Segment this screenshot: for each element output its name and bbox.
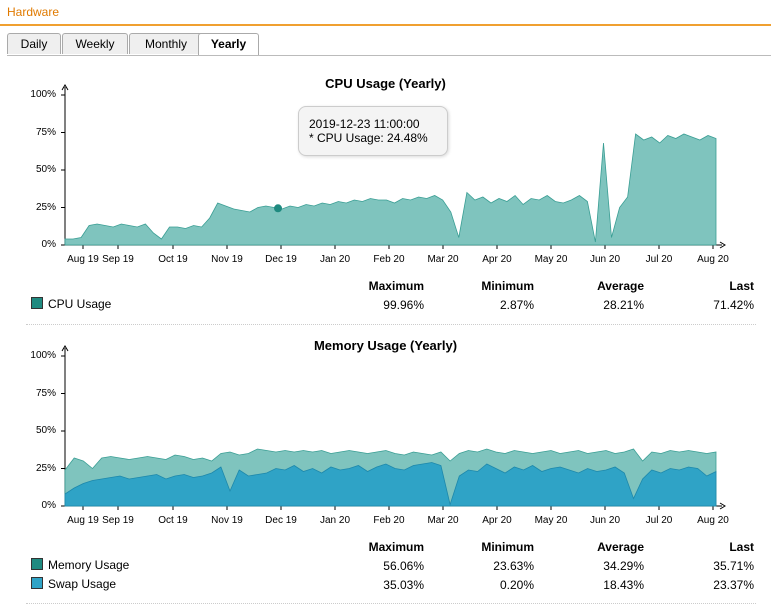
mem-x-tick-label: Mar 20 [427,515,459,526]
cpu-tooltip: 2019-12-23 11:00:00 * CPU Usage: 24.48% [298,106,448,156]
swap-last: 23.37% [713,578,754,592]
tab-weekly[interactable]: Weekly [62,33,128,54]
mem-x-tick-label: Apr 20 [482,515,512,526]
tab-monthly[interactable]: Monthly [129,33,203,54]
mem-x-tick-label: Aug 20 [697,515,729,526]
cpu-avg: 28.21% [603,298,644,312]
cpu-stat-head-last: Last [729,279,754,293]
cpu-x-tick-label: Feb 20 [373,254,405,265]
mem-x-tick-label: Aug 19 [67,515,99,526]
swap-max: 35.03% [383,578,424,592]
cpu-x-tick-label: Jan 20 [319,254,351,265]
mem-x-tick-label: Sep 19 [102,515,134,526]
mem-x-tick-label: Jul 20 [645,515,673,526]
legend-memory-usage[interactable]: Memory Usage [31,558,129,572]
legend-label-memory: Memory Usage [48,558,130,572]
cpu-chart-title: CPU Usage (Yearly) [325,76,446,91]
tooltip-time: 2019-12-23 11:00:00 [309,117,420,131]
tab-yearly[interactable]: Yearly [198,33,259,55]
cpu-x-tick-label: Jul 20 [645,254,673,265]
tab-daily[interactable]: Daily [7,33,61,54]
swap-avg: 18.43% [603,578,644,592]
cpu-y-tick-label: 50% [35,164,56,175]
cpu-last: 71.42% [713,298,754,312]
memory-max: 56.06% [383,559,424,573]
mem-x-arrow [719,502,726,510]
mem-stat-head-last: Last [729,540,754,554]
cpu-x-tick-label: Mar 20 [427,254,459,265]
legend-cpu-usage[interactable]: CPU Usage [31,297,111,311]
mem-x-tick-label: Nov 19 [211,515,243,526]
swap-usage-area [64,462,717,507]
divider [26,603,756,604]
period-tabs: Daily Weekly Monthly Yearly [7,33,771,56]
mem-stat-head-min: Minimum [481,540,534,554]
cpu-x-tick-label: Nov 19 [211,254,243,265]
swap-min: 0.20% [499,578,534,592]
cpu-stat-head-max: Maximum [368,279,424,293]
legend-label-swap: Swap Usage [48,577,117,591]
mem-x-tick-label: Dec 19 [265,515,297,526]
cpu-y-tick-label: 75% [35,126,56,138]
cpu-y-tick-label: 100% [30,89,56,100]
legend-swatch-memory [31,558,43,570]
cpu-hover-marker [274,204,282,213]
mem-stat-head-max: Maximum [368,540,424,554]
legend-swap-usage[interactable]: Swap Usage [31,577,116,591]
cpu-min: 2.87% [499,298,534,312]
mem-y-tick-label: 100% [30,350,56,361]
cpu-x-tick-label: Dec 19 [265,254,297,265]
mem-y-tick-label: 0% [41,500,56,511]
cpu-x-tick-label: Jun 20 [589,254,621,265]
cpu-x-tick-label: May 20 [534,254,568,265]
cpu-x-tick-label: Aug 20 [697,254,729,265]
cpu-usage-area [64,133,717,246]
mem-y-arrow [61,345,69,352]
cpu-y-tick-label: 25% [35,201,56,213]
mem-y-tick-label: 75% [35,387,56,399]
legend-label-cpu: CPU Usage [48,297,112,311]
memory-avg: 34.29% [603,559,644,573]
mem-x-tick-label: Jan 20 [319,515,351,526]
mem-y-tick-label: 50% [35,425,56,436]
mem-x-tick-label: Jun 20 [589,515,621,526]
cpu-stat-head-min: Minimum [481,279,534,293]
cpu-y-arrow [61,84,69,91]
cpu-x-tick-label: Aug 19 [67,254,99,265]
cpu-y-tick-label: 0% [41,239,56,250]
mem-y-tick-label: 25% [35,462,56,474]
section-title: Hardware [7,5,60,19]
mem-x-tick-label: Feb 20 [373,515,405,526]
tooltip-value: * CPU Usage: 24.48% [309,131,428,145]
memory-chart-title: Memory Usage (Yearly) [313,338,458,353]
section-header: Hardware [0,0,771,26]
mem-x-tick-label: Oct 19 [158,515,188,526]
legend-swatch-cpu [31,297,43,309]
mem-x-tick-label: May 20 [534,515,568,526]
cpu-max: 99.96% [383,298,424,312]
cpu-x-arrow [719,241,726,249]
memory-min: 23.63% [493,559,534,573]
cpu-x-tick-label: Oct 19 [158,254,188,265]
memory-last: 35.71% [713,559,754,573]
cpu-x-tick-label: Apr 20 [482,254,512,265]
mem-stat-head-avg: Average [597,540,644,554]
cpu-stat-head-avg: Average [597,279,644,293]
divider [26,324,756,325]
legend-swatch-swap [31,577,43,589]
cpu-x-tick-label: Sep 19 [102,254,134,265]
